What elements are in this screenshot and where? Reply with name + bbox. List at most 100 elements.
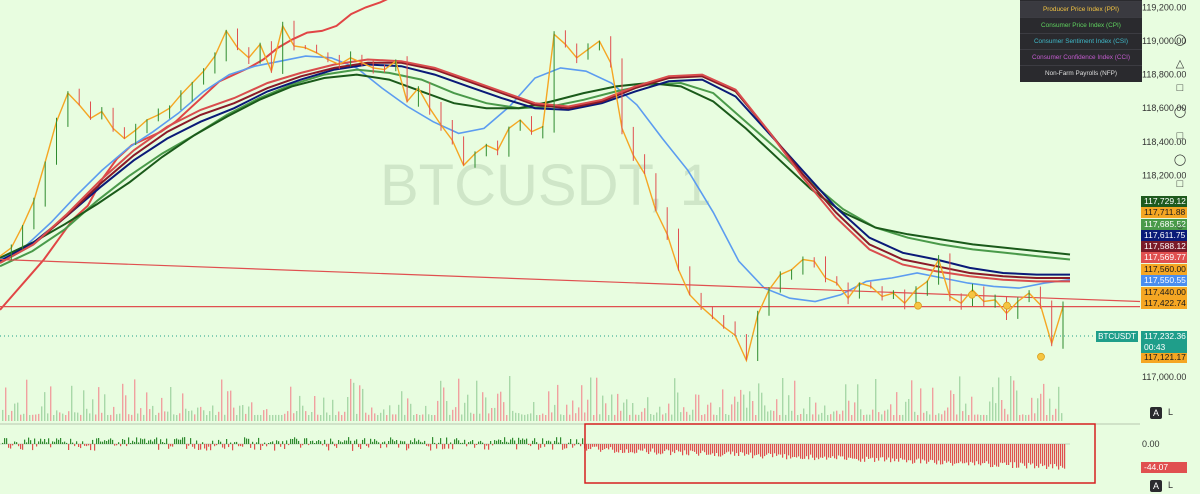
osc-bar xyxy=(926,444,928,464)
osc-bar xyxy=(318,440,320,444)
osc-bar xyxy=(960,444,962,462)
volume-bar xyxy=(821,412,823,421)
symbol-badge[interactable]: BTCUSDT xyxy=(1096,331,1138,342)
legend-item-3[interactable]: Consumer Sentiment Index (CSI) xyxy=(1020,33,1142,49)
osc-bar xyxy=(248,438,250,444)
volume-bar xyxy=(1055,408,1057,421)
osc-bar xyxy=(320,441,322,444)
volume-bar xyxy=(44,392,46,421)
osc-bar xyxy=(474,444,476,448)
volume-bar xyxy=(683,407,685,421)
osc-bar xyxy=(236,441,238,444)
osc-bar xyxy=(458,440,460,444)
volume-bar xyxy=(353,382,355,421)
osc-bar xyxy=(516,444,518,450)
osc-value: -44.07 xyxy=(1144,462,1169,472)
osc-bar xyxy=(360,444,362,449)
side-tool-1[interactable]: ◯ xyxy=(1173,34,1187,46)
volume-bar xyxy=(722,389,724,421)
osc-bar xyxy=(830,444,832,458)
volume-bar xyxy=(839,414,841,421)
volume-bar xyxy=(236,415,238,421)
volume-bar xyxy=(608,415,610,421)
legend-item-5[interactable]: Non-Farm Payrolls (NFP) xyxy=(1020,65,1142,81)
price-series xyxy=(0,20,1064,363)
volume-bar xyxy=(707,404,709,421)
osc-log-scale-button[interactable]: L xyxy=(1168,480,1174,490)
volume-bar xyxy=(212,405,214,421)
price-label: 117,550.55 xyxy=(1141,275,1187,286)
volume-bar xyxy=(143,414,145,421)
osc-bar xyxy=(724,444,726,454)
osc-bar xyxy=(102,441,104,444)
osc-bar xyxy=(650,444,652,452)
osc-bar xyxy=(980,444,982,466)
osc-bar xyxy=(1026,444,1028,469)
osc-bar xyxy=(1012,444,1014,468)
ma-line-1 xyxy=(0,0,388,311)
side-tool-5[interactable]: □ xyxy=(1176,130,1184,142)
side-tool-6[interactable]: ◯ xyxy=(1173,154,1187,166)
osc-bar xyxy=(674,444,676,454)
osc-bar xyxy=(658,444,660,454)
osc-bar xyxy=(560,437,562,444)
y-axis[interactable]: 119,200.00 119,000.00 118,800.00 118,600.00… xyxy=(1142,2,1186,382)
osc-bar xyxy=(688,444,690,456)
volume-bar xyxy=(584,412,586,421)
legend-item-2[interactable]: Consumer Price Index (CPI) xyxy=(1020,17,1142,33)
side-tool-3[interactable]: □ xyxy=(1176,82,1184,94)
osc-bar xyxy=(406,444,408,451)
osc-bar xyxy=(86,444,88,447)
volume-bar xyxy=(527,414,529,421)
side-tool-4[interactable]: ◯ xyxy=(1173,106,1187,118)
price-scale-toggle[interactable]: ○ xyxy=(1176,221,1184,233)
volume-bar xyxy=(320,415,322,421)
osc-bar xyxy=(238,444,240,447)
volume-bar xyxy=(362,388,364,421)
osc-bar xyxy=(582,438,584,444)
volume-bar xyxy=(440,380,442,421)
volume-bar xyxy=(875,379,877,421)
volume-bar xyxy=(89,413,91,421)
osc-bar xyxy=(266,444,268,447)
volume-bar xyxy=(1040,393,1042,421)
osc-bar xyxy=(990,444,992,468)
volume-bar xyxy=(992,387,994,421)
osc-bar xyxy=(526,438,528,444)
price-label: 117,588.12 xyxy=(1141,241,1187,252)
side-tool-7[interactable]: □ xyxy=(1176,178,1184,190)
volume-bar xyxy=(284,413,286,421)
osc-bar xyxy=(876,444,878,459)
osc-bar xyxy=(262,444,264,446)
volume-bar xyxy=(1004,408,1006,421)
legend-item-4[interactable]: Consumer Confidence Index (CCI) xyxy=(1020,49,1142,65)
volume-bar xyxy=(386,415,388,421)
osc-bar xyxy=(132,440,134,444)
osc-bar xyxy=(142,439,144,444)
osc-bar xyxy=(122,439,124,444)
volume-bar xyxy=(299,395,301,421)
osc-bar xyxy=(398,444,400,448)
osc-bar xyxy=(476,444,478,445)
auto-scale-button[interactable]: A xyxy=(1150,407,1162,419)
side-tool-2[interactable]: △ xyxy=(1175,58,1185,70)
volume-bar xyxy=(470,412,472,421)
volume-bar xyxy=(461,414,463,421)
osc-bar xyxy=(790,444,792,459)
osc-bar xyxy=(844,444,846,460)
osc-auto-scale-button[interactable]: A xyxy=(1150,480,1162,492)
osc-bar xyxy=(1028,444,1030,463)
volume-bar xyxy=(62,413,64,421)
osc-bar xyxy=(272,441,274,444)
osc-bar xyxy=(1062,444,1064,468)
volume-bar xyxy=(656,412,658,421)
volume-bar xyxy=(1025,415,1027,421)
legend-item-1[interactable]: Producer Price Index (PPI) xyxy=(1020,1,1142,17)
osc-bar xyxy=(766,444,768,455)
osc-value-tag: -44.07 xyxy=(1141,462,1187,473)
current-price-tag: 117,232.36 00:43 xyxy=(1141,331,1187,353)
volume-bar xyxy=(1019,415,1021,421)
log-scale-button[interactable]: L xyxy=(1168,407,1174,417)
